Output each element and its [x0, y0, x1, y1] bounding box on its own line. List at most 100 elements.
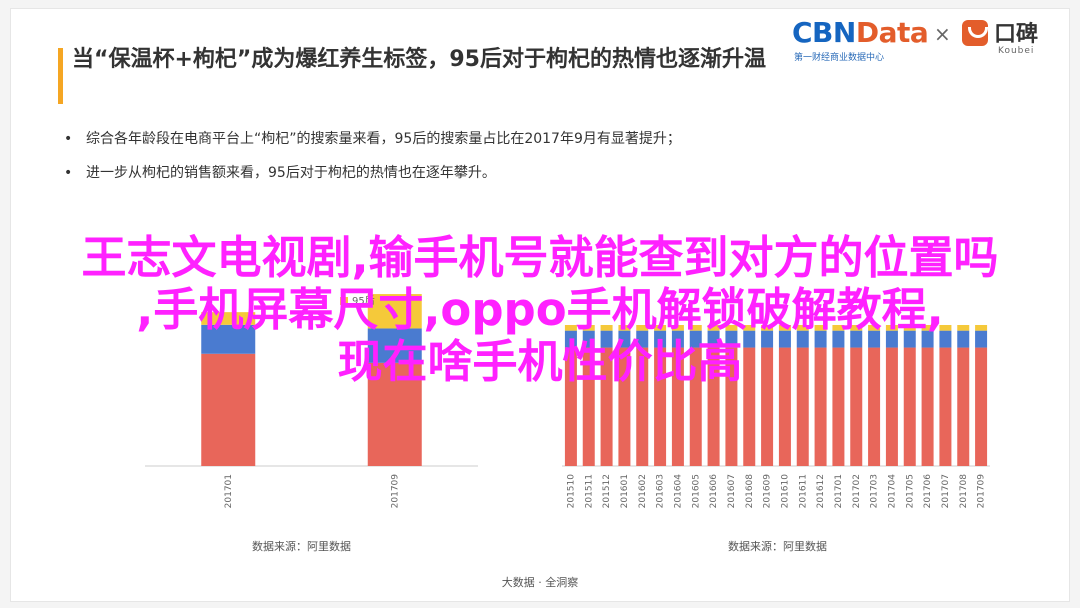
chart-1-bar-201704-s2: [885, 325, 898, 331]
chart-1-tick-label: 201612: [816, 474, 826, 508]
chart-1-bar-201608-s2: [743, 325, 756, 331]
chart-1-bar-201707-s0: [939, 347, 952, 466]
chart-1-bar-201612-s0: [814, 347, 827, 466]
chart-0-bar-201701-s2: [201, 312, 256, 325]
cbn-accent-text: Data: [855, 16, 929, 49]
chart-1-bar-201602-s2: [636, 325, 649, 331]
chart-1-tick-label: 201607: [727, 474, 737, 508]
chart-1-bar-201708-s1: [957, 330, 970, 348]
chart-1-bar-201708-s0: [957, 347, 970, 466]
chart-0-bar-201709-s0: [367, 362, 422, 466]
chart-1-bar-201510-s2: [564, 325, 577, 331]
cbn-main-text: CBN: [792, 16, 856, 49]
chart-1-tick-label: 201703: [870, 474, 880, 508]
chart-1-bar-201601-s0: [618, 347, 631, 466]
chart-1-bar-201512-s1: [600, 330, 613, 348]
chart-1-bar-201606-s2: [707, 325, 720, 331]
chart-1-bar-201511-s0: [582, 347, 595, 466]
chart-0-legend-swatch: [340, 297, 348, 305]
chart-1-bar-201608-s0: [743, 347, 756, 466]
chart-1-bar-201604-s0: [671, 347, 684, 466]
chart-1-bar-201601-s1: [618, 330, 631, 348]
chart-1-bar-201607-s2: [725, 325, 738, 331]
chart-1-bar-201709-s1: [975, 330, 988, 348]
chart-1-bar-201611-s0: [796, 347, 809, 466]
chart-1-bar-201707-s1: [939, 330, 952, 348]
chart-1-bar-201511-s1: [582, 330, 595, 348]
chart-1-bar-201702-s1: [850, 330, 863, 348]
bullet-item-1: 综合各年龄段在电商平台上“枸杞”的搜索量来看，95后的搜索量占比在2017年9月…: [64, 122, 884, 156]
chart-1-bar-201604-s1: [671, 330, 684, 348]
chart-1-bar-201609-s0: [761, 347, 774, 466]
chart-1-bar-201605-s2: [689, 325, 702, 331]
chart-1-tick-label: 201706: [923, 474, 933, 509]
chart-1-tick-label: 201601: [620, 474, 630, 508]
chart-1-bar-201606-s1: [707, 330, 720, 348]
chart-1-bar-201708-s2: [957, 325, 970, 331]
chart-1-tick-label: 201610: [780, 474, 790, 509]
chart-1-bar-201703-s1: [868, 330, 881, 348]
chart-1-bar-201603-s1: [654, 330, 667, 348]
overlay-line-1: 王志文电视剧,输手机号就能查到对方的位置吗: [81, 231, 999, 284]
chart-1-bar-201607-s1: [725, 330, 738, 348]
chart-1-tick-label: 201603: [656, 474, 666, 508]
chart-1-bar-201610-s0: [778, 347, 791, 466]
chart-1-bar-201705-s0: [903, 347, 916, 466]
chart-1-tick-label: 201604: [673, 474, 683, 509]
cbndata-logo: CBNData: [792, 16, 929, 49]
chart-1-tick-label: 201709: [977, 474, 987, 509]
chart-1-tick-label: 201705: [905, 474, 915, 508]
chart-1-bar-201602-s1: [636, 330, 649, 348]
chart-1-bar-201602-s0: [636, 347, 649, 466]
chart-1-bar-201705-s1: [903, 330, 916, 348]
chart-1-bar-201609-s2: [761, 325, 774, 331]
chart-1-bar-201610-s2: [778, 325, 791, 331]
chart-0-tick-label: 201709: [390, 474, 400, 509]
chart-1-bar-201605-s1: [689, 330, 702, 348]
chart-0-bar-201709-s2: [367, 294, 422, 329]
chart-0-tick-label: 201701: [224, 474, 234, 508]
chart-1-bar-201701-s2: [832, 325, 845, 331]
chart-1-tick-label: 201704: [887, 474, 897, 509]
chart-1-tick-label: 201608: [745, 474, 755, 509]
chart-1-bar-201611-s2: [796, 325, 809, 331]
bullet-list: 综合各年龄段在电商平台上“枸杞”的搜索量来看，95后的搜索量占比在2017年9月…: [64, 122, 884, 190]
chart-1-tick-label: 201605: [691, 474, 701, 508]
cbndata-subtitle: 第一财经商业数据中心: [794, 53, 885, 63]
chart-1-bar-201701-s1: [832, 330, 845, 348]
chart-1-tick-label: 201701: [834, 474, 844, 508]
chart-1-tick-label: 201702: [852, 474, 862, 508]
chart-1-bar-201608-s1: [743, 330, 756, 348]
chart-1-bar-201702-s2: [850, 325, 863, 331]
chart-1-bar-201612-s1: [814, 330, 827, 348]
chart-1-bar-201603-s2: [654, 325, 667, 331]
footer-tagline: 大数据 · 全洞察: [501, 576, 579, 589]
chart-1-bar-201702-s0: [850, 347, 863, 466]
chart-1-bar-201605-s0: [689, 347, 702, 466]
chart-1-bar-201609-s1: [761, 330, 774, 348]
overlay-banner: 王志文电视剧,输手机号就能查到对方的位置吗 ,手机屏幕尺寸,oppo手机解锁破解…: [0, 232, 1080, 388]
bullet-item-2: 进一步从枸杞的销售额来看，95后对于枸杞的热情也在逐年攀升。: [64, 156, 884, 190]
overlay-line-3: 现在啥手机性价比高: [337, 335, 743, 388]
chart-1-bar-201604-s2: [671, 325, 684, 331]
chart-1-bar-201603-s0: [654, 347, 667, 466]
chart-1-tick-label: 201611: [798, 474, 808, 508]
chart-1-bar-201611-s1: [796, 330, 809, 348]
chart-1-bar-201512-s2: [600, 325, 613, 331]
chart-1-bar-201512-s0: [600, 347, 613, 466]
chart-1-bar-201705-s2: [903, 325, 916, 331]
times-icon: ×: [934, 22, 951, 46]
chart-1-bar-201510-s1: [564, 330, 577, 348]
chart-1-bar-201606-s0: [707, 347, 720, 466]
chart-1-tick-label: 201707: [941, 474, 951, 508]
chart-1-bar-201701-s0: [832, 347, 845, 466]
chart-1-bar-201704-s0: [885, 347, 898, 466]
chart-1-tick-label: 201511: [584, 474, 594, 508]
overlay-line-2: ,手机屏幕尺寸,oppo手机解锁破解教程,: [136, 283, 944, 336]
chart-1-bar-201510-s0: [564, 347, 577, 466]
chart-1-bar-201704-s1: [885, 330, 898, 348]
left-chart-source: 数据来源：阿里数据: [252, 540, 351, 553]
chart-1-bar-201610-s1: [778, 330, 791, 348]
chart-1-bar-201601-s2: [618, 325, 631, 331]
